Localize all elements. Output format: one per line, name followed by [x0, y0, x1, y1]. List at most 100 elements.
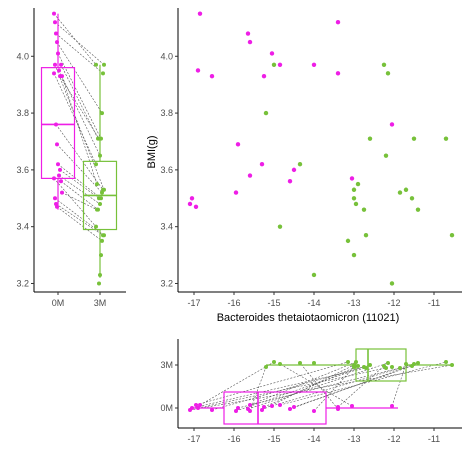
- boxplot-x-tick-label: -14: [307, 434, 320, 444]
- boxplot-x-point-0M: [288, 407, 292, 411]
- scatter-point-0M: [389, 122, 395, 127]
- boxplot-y-point-3M: [94, 162, 98, 167]
- boxplot-y-pair-line: [59, 169, 100, 199]
- boxplot-x-point-3M: [444, 360, 448, 364]
- boxplot-y-point-0M: [53, 62, 57, 67]
- boxplot-x-point-3M: [364, 366, 368, 370]
- boxplot-y-category-label: 3M: [94, 298, 107, 308]
- boxplot-x-point-3M: [410, 364, 414, 368]
- boxplot-y-point-3M: [94, 224, 98, 229]
- boxplot-x-pair-line: [263, 365, 359, 408]
- scatter-point-3M: [367, 136, 373, 141]
- boxplot-y-pair-line: [56, 206, 103, 242]
- scatter-point-0M: [291, 167, 297, 173]
- boxplot-x-pair-line: [211, 364, 371, 411]
- scatter-point-0M: [233, 190, 239, 195]
- boxplot-y-pair-line: [59, 76, 100, 139]
- boxplot-x-point-0M: [260, 408, 264, 412]
- boxplot-y-point-0M: [59, 179, 63, 184]
- boxplot-y-point-3M: [100, 190, 104, 195]
- boxplot-x-point-0M: [278, 403, 282, 407]
- boxplot-y-point-0M: [53, 20, 57, 25]
- boxplot-x-pair-line: [249, 361, 357, 406]
- boxplot-x-point-3M: [354, 360, 358, 364]
- boxplot-y-pair-line: [60, 181, 99, 210]
- scatter-point-3M: [311, 272, 317, 278]
- boxplot-x-point-0M: [248, 409, 252, 413]
- scatter-y-tick-label: 3.4: [160, 222, 173, 232]
- boxplot-x-pair-line: [261, 364, 355, 411]
- scatter-point-0M: [247, 173, 253, 178]
- boxplot-y-pair-line: [54, 21, 105, 66]
- boxplot-x-point-3M: [450, 363, 454, 367]
- scatter-point-0M: [235, 142, 241, 147]
- boxplot-x-pair-line: [235, 366, 365, 412]
- boxplot-x-category-label: 0M: [160, 403, 173, 413]
- boxplot-x-point-0M: [194, 403, 198, 407]
- scatter-point-3M: [297, 162, 303, 167]
- boxplot-y-point-0M: [57, 68, 61, 73]
- boxplot-y-point-0M: [55, 142, 59, 147]
- boxplot-y-pair-line: [54, 64, 105, 190]
- scatter-x-axis-title: Bacteroides thetaiotaomicron (11021): [217, 312, 400, 324]
- boxplot-x-pair-line: [197, 367, 387, 409]
- boxplot-x-point-3M: [384, 366, 388, 370]
- boxplot-x-point-0M: [270, 404, 274, 408]
- boxplot-x-point-3M: [368, 363, 372, 367]
- scatter-point-3M: [409, 196, 415, 201]
- scatter-point-0M: [277, 62, 283, 67]
- boxplot-x-pair-line: [279, 361, 447, 406]
- boxplot-y-pair-line: [56, 41, 103, 114]
- scatter-point-0M: [189, 196, 195, 201]
- scatter-point-0M: [247, 39, 253, 45]
- scatter-point-3M: [403, 187, 409, 192]
- scatter-point-3M: [415, 207, 421, 212]
- boxplot-x-box-0M: [223, 391, 327, 425]
- boxplot-y-point-3M: [100, 111, 104, 116]
- boxplot-x-tick-label: -15: [267, 434, 280, 444]
- boxplot-y-tick-label: 3.4: [16, 222, 29, 232]
- scatter-y-tick-label: 3.8: [160, 108, 173, 118]
- scatter-point-0M: [259, 162, 265, 167]
- boxplot-x-pair-line: [249, 366, 267, 412]
- boxplot-y-pair-line: [58, 175, 101, 205]
- boxplot-y-point-3M: [96, 136, 100, 141]
- boxplot-y-point-0M: [52, 176, 56, 181]
- scatter-point-0M: [349, 176, 355, 181]
- scatter-point-3M: [351, 252, 357, 258]
- boxplot-x-point-3M: [346, 360, 350, 364]
- scatter-point-3M: [381, 62, 387, 67]
- boxplot-x-tick-label: -16: [227, 434, 240, 444]
- boxplot-y-point-0M: [52, 71, 56, 76]
- boxplot-x-point-0M: [262, 405, 266, 409]
- scatter-point-0M: [287, 179, 293, 184]
- boxplot-y-point-3M: [100, 238, 104, 243]
- scatter-point-3M: [389, 281, 395, 286]
- boxplot-y-pair-line: [61, 192, 98, 210]
- scatter-point-0M: [195, 68, 201, 73]
- boxplot-x-tick-label: -12: [387, 434, 400, 444]
- boxplot-y-point-0M: [54, 122, 58, 127]
- boxplot-y-box-0M: [40, 67, 76, 180]
- boxplot-y-point-0M: [56, 162, 60, 167]
- boxplot-y-point-3M: [95, 182, 99, 187]
- boxplot-y-point-0M: [55, 40, 59, 45]
- boxplot-x-point-0M: [390, 404, 394, 408]
- boxplot-y-point-0M: [57, 173, 61, 178]
- boxplot-x-pair-line: [279, 363, 353, 407]
- boxplot-y-point-0M: [52, 11, 56, 16]
- scatter-y-tick-label: 3.2: [160, 278, 173, 288]
- boxplot-y-pair-line: [56, 144, 103, 193]
- scatter-x-tick-label: -14: [307, 298, 320, 308]
- boxplot-y-pair-line: [57, 163, 102, 199]
- scatter-point-3M: [363, 233, 369, 238]
- boxplot-x-pair-line: [289, 362, 419, 410]
- scatter-point-3M: [353, 201, 359, 207]
- boxplot-y-point-3M: [102, 62, 106, 67]
- scatter-point-0M: [335, 71, 341, 76]
- boxplot-x-tick-label: -13: [347, 434, 360, 444]
- boxplot-y-point-3M: [101, 71, 105, 76]
- boxplot-x-point-0M: [312, 409, 316, 413]
- boxplot-y-point-3M: [101, 233, 105, 238]
